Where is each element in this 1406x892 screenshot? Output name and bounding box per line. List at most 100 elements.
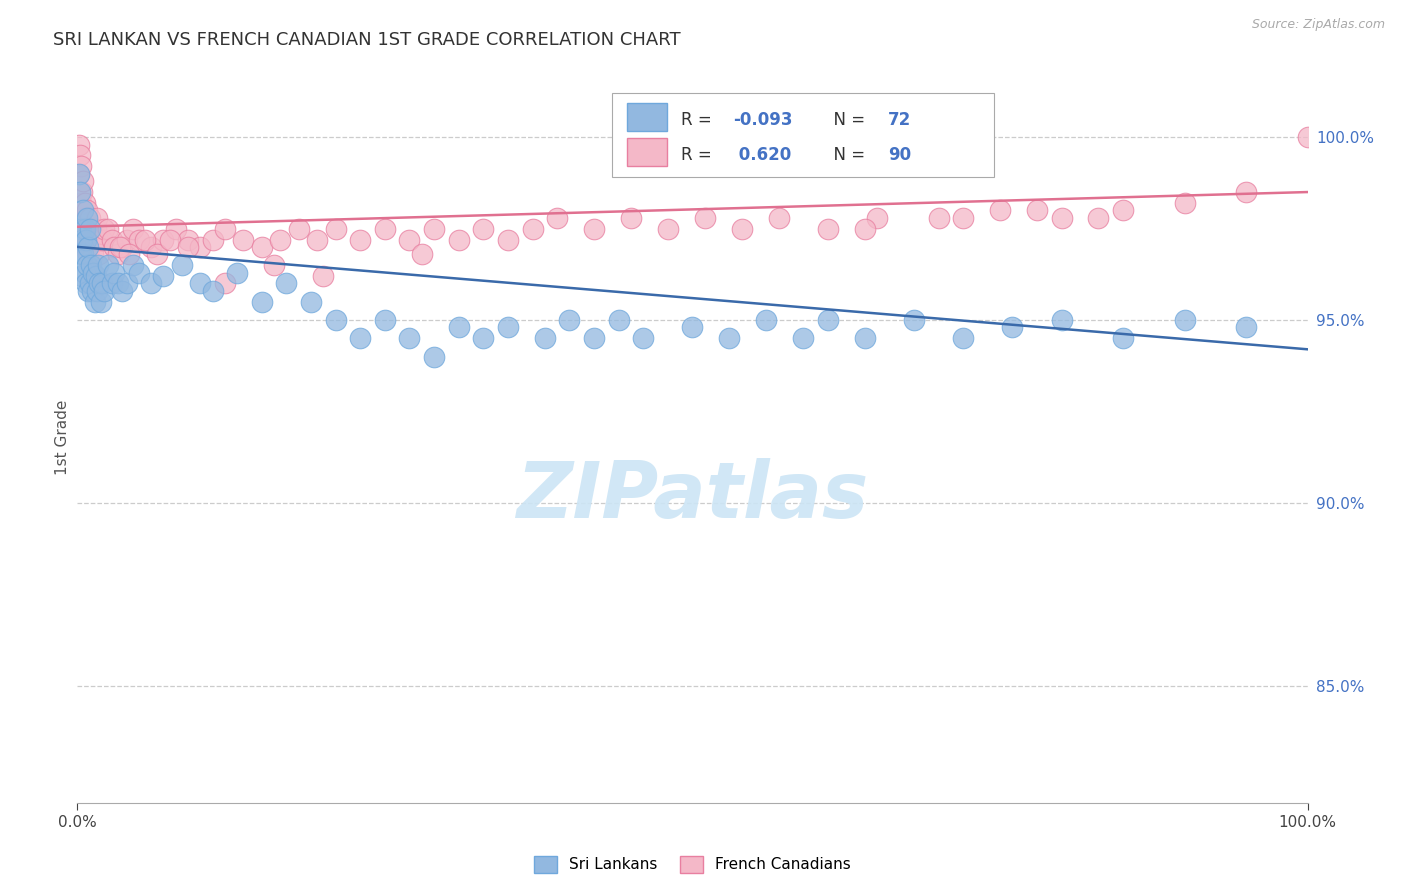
Legend: Sri Lankans, French Canadians: Sri Lankans, French Canadians xyxy=(527,849,858,880)
Point xyxy=(77,240,100,254)
Point xyxy=(349,331,371,345)
Point xyxy=(118,247,141,261)
Point xyxy=(299,294,322,309)
Point xyxy=(84,221,107,235)
Point xyxy=(77,284,100,298)
Point xyxy=(90,294,112,309)
Point xyxy=(82,247,104,261)
Point xyxy=(447,320,470,334)
Point xyxy=(93,284,115,298)
Point xyxy=(93,221,115,235)
Point xyxy=(496,320,519,334)
Point xyxy=(583,221,606,235)
Point xyxy=(75,233,97,247)
Point xyxy=(288,221,311,235)
Point xyxy=(755,313,778,327)
Point xyxy=(121,258,143,272)
Point xyxy=(398,331,420,345)
Point xyxy=(90,277,114,291)
Point xyxy=(77,221,100,235)
Point xyxy=(80,221,103,235)
Point xyxy=(101,277,124,291)
Point xyxy=(423,221,446,235)
Point xyxy=(928,211,950,225)
Text: R =: R = xyxy=(682,112,717,129)
Point xyxy=(214,277,236,291)
Point xyxy=(72,203,94,218)
Point xyxy=(232,233,254,247)
Point xyxy=(73,221,96,235)
Point xyxy=(89,247,111,261)
Point xyxy=(72,247,94,261)
Point xyxy=(447,233,470,247)
Point xyxy=(1174,196,1197,211)
Point xyxy=(718,331,741,345)
Point xyxy=(263,258,285,272)
Point xyxy=(70,247,93,261)
Point xyxy=(952,331,974,345)
Point xyxy=(152,269,174,284)
Text: -0.093: -0.093 xyxy=(733,112,793,129)
Point xyxy=(657,221,679,235)
Point xyxy=(411,247,433,261)
Text: N =: N = xyxy=(823,146,870,164)
Point xyxy=(67,137,90,152)
Point xyxy=(107,277,129,291)
Point xyxy=(110,240,132,254)
Point xyxy=(111,240,132,254)
Point xyxy=(472,221,495,235)
Point xyxy=(1050,313,1073,327)
Point xyxy=(682,320,704,334)
Point xyxy=(159,233,181,247)
Point xyxy=(1234,185,1257,199)
Point xyxy=(115,277,138,291)
Point xyxy=(792,331,814,345)
Point xyxy=(80,258,103,272)
Point xyxy=(67,167,90,181)
Point xyxy=(620,211,643,225)
Point xyxy=(152,233,174,247)
Point xyxy=(72,174,94,188)
Point xyxy=(817,221,839,235)
Point xyxy=(177,240,200,254)
Point xyxy=(73,233,96,247)
Text: Source: ZipAtlas.com: Source: ZipAtlas.com xyxy=(1251,18,1385,31)
Point xyxy=(558,313,581,327)
Point xyxy=(190,277,212,291)
Point xyxy=(70,233,93,247)
Point xyxy=(70,196,93,211)
Point xyxy=(1174,313,1197,327)
Point xyxy=(1050,211,1073,225)
Point xyxy=(325,313,347,327)
Point xyxy=(107,247,129,261)
Point xyxy=(190,240,212,254)
Point xyxy=(1112,331,1135,345)
Point xyxy=(1087,211,1109,225)
Point xyxy=(82,284,104,298)
Point xyxy=(374,221,396,235)
FancyBboxPatch shape xyxy=(627,103,666,131)
Point xyxy=(423,350,446,364)
Point xyxy=(70,160,93,174)
Point xyxy=(226,266,249,280)
Point xyxy=(141,277,163,291)
Point xyxy=(121,221,143,235)
Text: SRI LANKAN VS FRENCH CANADIAN 1ST GRADE CORRELATION CHART: SRI LANKAN VS FRENCH CANADIAN 1ST GRADE … xyxy=(53,31,681,49)
Point xyxy=(312,269,335,284)
Point xyxy=(76,211,98,225)
Point xyxy=(103,240,125,254)
Point xyxy=(101,233,124,247)
Point xyxy=(170,258,193,272)
Point xyxy=(214,221,236,235)
Point xyxy=(952,211,974,225)
Point xyxy=(853,331,876,345)
Point xyxy=(87,258,110,272)
Point xyxy=(79,240,101,254)
Text: 90: 90 xyxy=(889,146,911,164)
Point xyxy=(69,185,91,199)
Point xyxy=(115,233,138,247)
Text: 72: 72 xyxy=(889,112,911,129)
Point xyxy=(69,185,91,199)
Point xyxy=(70,221,93,235)
Point xyxy=(69,148,91,162)
